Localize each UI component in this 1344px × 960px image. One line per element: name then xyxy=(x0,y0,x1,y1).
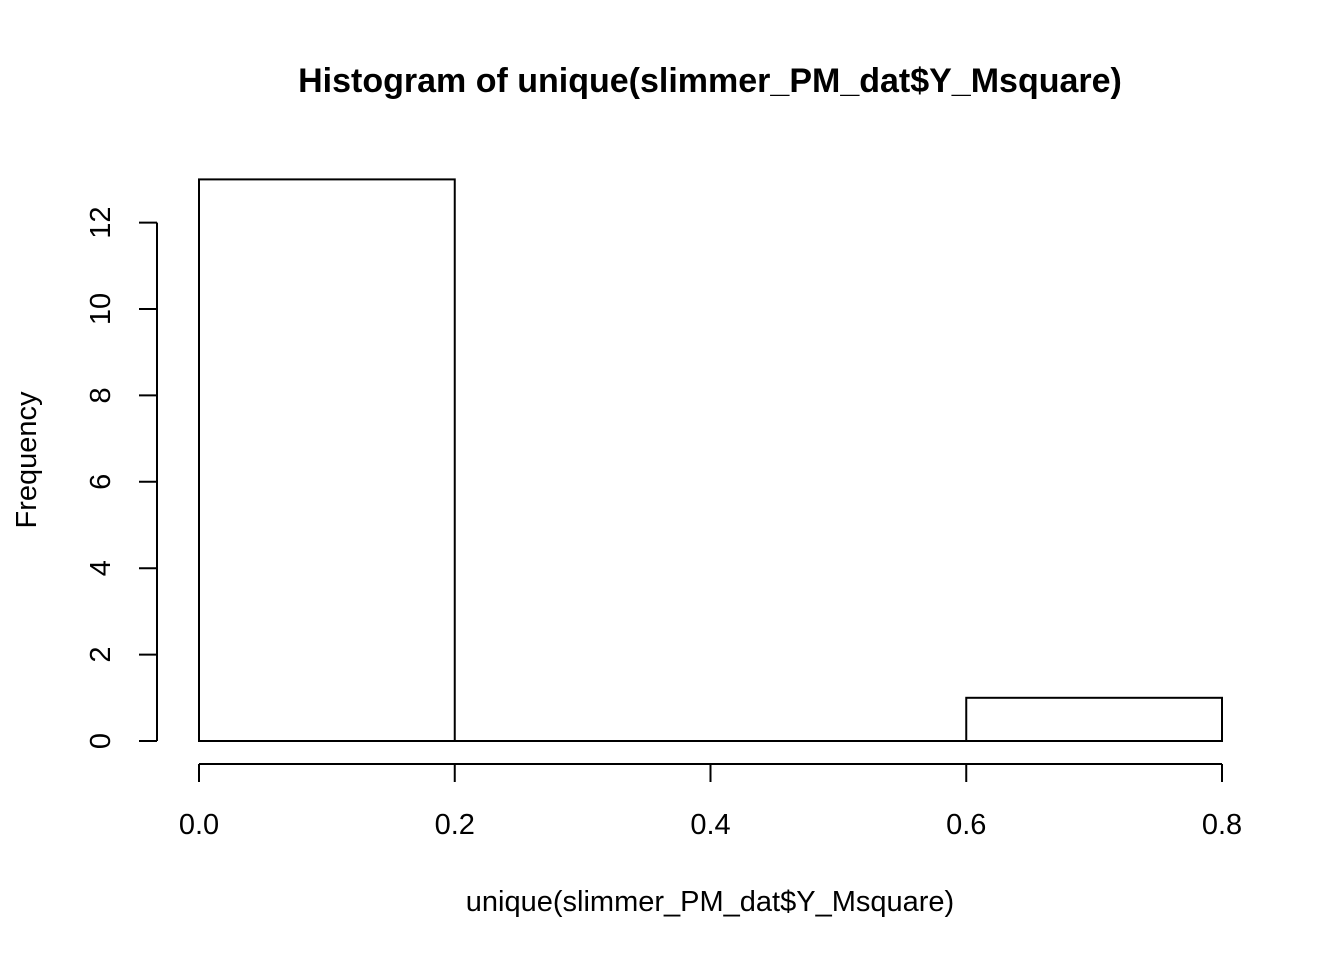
bar-3 xyxy=(965,696,1223,742)
x-axis-label: unique(slimmer_PM_dat$Y_Msquare) xyxy=(466,886,954,918)
x-tick-label-1: 0.2 xyxy=(435,809,475,841)
y-tick-label-2: 4 xyxy=(85,560,117,576)
chart-title: Histogram of unique(slimmer_PM_dat$Y_Msq… xyxy=(298,62,1122,100)
y-tick-label-5: 10 xyxy=(85,293,117,325)
x-tick-label-2: 0.4 xyxy=(690,809,730,841)
x-tick-label-0: 0.0 xyxy=(179,809,219,841)
y-tick-label-3: 6 xyxy=(85,474,117,490)
y-axis-label: Frequency xyxy=(11,391,43,529)
x-tick-label-3: 0.6 xyxy=(946,809,986,841)
y-axis: 0 2 4 6 8 10 12 xyxy=(85,206,158,749)
y-tick-label-1: 2 xyxy=(85,647,117,663)
bar-0 xyxy=(198,178,456,742)
x-tick-label-4: 0.8 xyxy=(1202,809,1242,841)
y-tick-label-6: 12 xyxy=(85,206,117,238)
y-tick-label-0: 0 xyxy=(85,733,117,749)
x-axis: 0.0 0.2 0.4 0.6 0.8 xyxy=(179,763,1242,841)
bars-group xyxy=(198,178,1223,742)
y-tick-label-4: 8 xyxy=(85,387,117,403)
